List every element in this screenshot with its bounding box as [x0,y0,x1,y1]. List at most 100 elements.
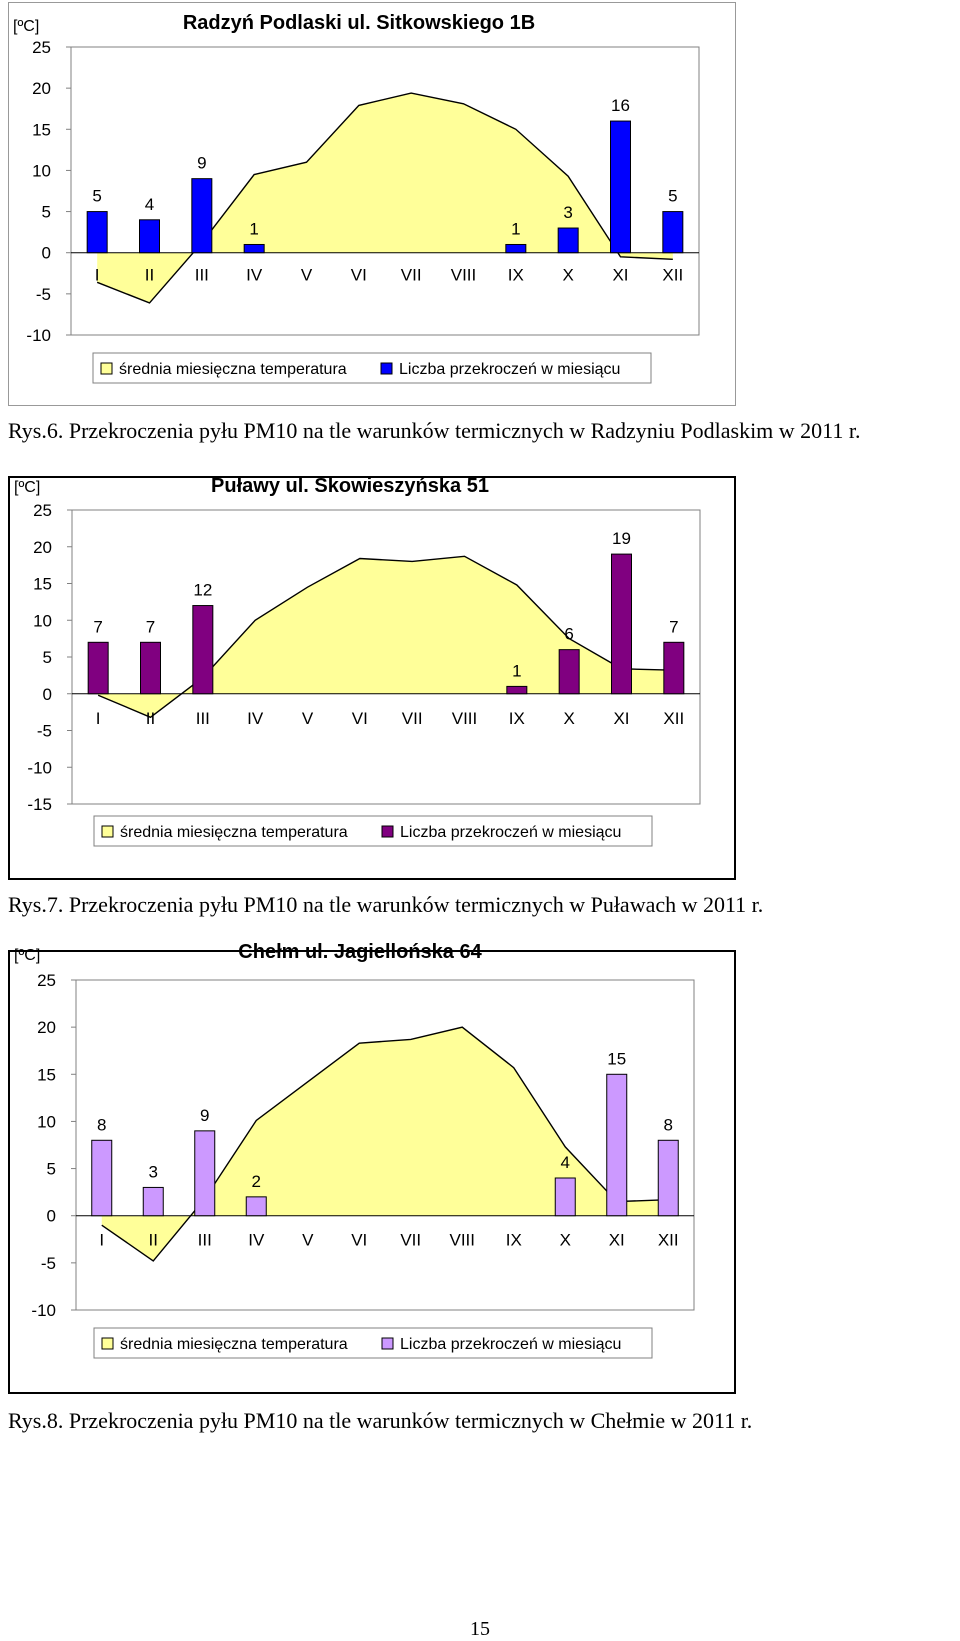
legend-label-exceedances: Liczba przekroczeń w miesiącu [399,361,620,378]
chart-title: Radzyń Podlaski ul. Sitkowskiego 1B [183,12,535,34]
exceedance-bar [91,1139,113,1217]
y-tick-label: 20 [32,79,51,98]
y-tick-label: -10 [26,326,51,345]
legend-label-temperature: średnia miesięczna temperatura [119,361,347,378]
bar-data-label: 15 [607,1049,626,1068]
bar-data-label: 5 [668,187,677,206]
exceedance-bar [606,1073,628,1217]
chart-radzyn-svg: Radzyń Podlaski ul. Sitkowskiego 1B [ºC] 2… [13,12,700,384]
y-tick-label: 5 [42,203,51,222]
legend-swatch-exceedances [381,1337,394,1350]
bar-data-label: 2 [252,1172,261,1191]
bar-data-label: 9 [200,1106,209,1125]
bar-data-label: 12 [193,581,212,600]
legend-label-temperature: średnia miesięczna temperatura [120,1336,348,1353]
chart-pulawy-svg: Puławy ul. Skowieszyńska 51[ºC]252015105… [14,475,701,847]
bar-data-label: 16 [611,96,630,115]
y-axis-unit-label: [ºC] [14,947,40,964]
y-tick-label: 25 [37,971,56,990]
y-tick-label: -5 [41,1254,56,1273]
x-category-label: V [302,1231,314,1250]
x-category-label: III [195,266,209,285]
caption-radzyn: Rys.6. Przekroczenia pyłu PM10 na tle wa… [8,418,861,443]
chart-chelm: Chełm ul. Jagiellońska 64 [ºC] 25 20 15 10 5 0 -… [8,941,736,1394]
legend-swatch-exceedances [381,825,394,838]
legend-label-exceedances: Liczba przekroczeń w miesiącu [400,1336,621,1353]
x-category-label: VII [402,709,423,728]
exceedance-bar [191,178,213,254]
bar-data-label: 7 [93,617,102,636]
caption-pulawy: Rys.7. Przekroczenia pyłu PM10 na tle wa… [8,892,764,917]
x-category-label: XII [662,266,683,285]
y-tick-label: 25 [33,501,52,520]
legend-swatch-temperature [100,362,113,375]
x-category-label: II [146,709,155,728]
exceedance-bar [662,211,684,254]
exceedance-bar [611,553,632,695]
bar-data-label: 6 [564,625,573,644]
page-number: 15 [470,1618,490,1640]
temperature-area [97,93,673,303]
exceedance-bar [506,685,528,695]
x-category-label: V [302,709,314,728]
bar-data-label: 7 [146,617,155,636]
x-category-label: VII [400,1231,421,1250]
exceedance-bar [86,211,108,254]
y-tick-label: -15 [27,795,52,814]
x-category-label: XI [609,1231,625,1250]
exceedance-bar [87,641,109,695]
legend-box [93,1327,653,1359]
plot-area [75,979,695,1311]
x-category-label: VIII [449,1231,475,1250]
exceedance-bar [243,243,265,254]
bar-data-label: 5 [92,187,101,206]
x-category-label: X [562,266,573,285]
x-category-label: VI [352,709,368,728]
legend-box [93,815,653,847]
x-category-label: IX [509,709,525,728]
exceedance-bar [245,1196,267,1217]
x-category-label: VI [351,266,367,285]
chart-title: Puławy ul. Skowieszyńska 51 [211,475,489,497]
bar-data-label: 4 [145,195,154,214]
legend-swatch-temperature [101,825,114,838]
temperature-area [101,1027,669,1261]
exceedance-bar [557,227,579,254]
x-category-label: IV [248,1231,265,1250]
exceedance-bar [610,120,631,254]
exceedance-bar [554,1177,576,1217]
caption-chelm: Rys.8. Przekroczenia pyłu PM10 na tle wa… [8,1408,753,1433]
y-tick-label: 10 [37,1112,56,1131]
bar-data-label: 3 [563,203,572,222]
x-category-label: VI [351,1231,367,1250]
chart-title: Chełm ul. Jagiellońska 64 [238,941,482,963]
y-tick-label: 0 [42,244,51,263]
bar-data-label: 8 [97,1115,106,1134]
bar-data-label: 1 [249,219,258,238]
y-tick-label: 15 [37,1065,56,1084]
y-tick-label: 0 [47,1207,56,1226]
bar-data-label: 1 [511,219,520,238]
bar-data-label: 4 [561,1153,570,1172]
exceedance-bar [192,605,214,695]
chart-pulawy: Puławy ul. Skowieszyńska 51 [ºC] 25 20 15 10 5… [8,475,736,880]
x-category-label: III [196,709,210,728]
chart-group: Radzyń Podlaski ul. Sitkowskiego 1B [ºC] 2… [13,12,700,384]
y-tick-label: 10 [33,611,52,630]
legend-label-temperature: średnia miesięczna temperatura [120,824,348,841]
exceedance-bar [140,641,161,695]
x-category-label: II [149,1231,158,1250]
y-tick-label: 25 [32,38,51,57]
x-category-label: X [560,1231,571,1250]
x-category-label: XII [663,709,684,728]
exceedance-bar [505,243,527,254]
bar-data-label: 3 [149,1162,158,1181]
exceedance-bar [194,1130,216,1217]
x-category-label: IX [506,1231,522,1250]
x-category-label: V [301,266,313,285]
chart-group: Puławy ul. Skowieszyńska 51[ºC]252015105… [14,475,701,847]
chart-radzyn: Radzyń Podlaski ul. Sitkowskiego 1B [ºC] 2… [8,2,736,406]
bar-data-label: 8 [664,1115,673,1134]
y-tick-label: 20 [33,538,52,557]
y-tick-label: -10 [31,1301,56,1320]
